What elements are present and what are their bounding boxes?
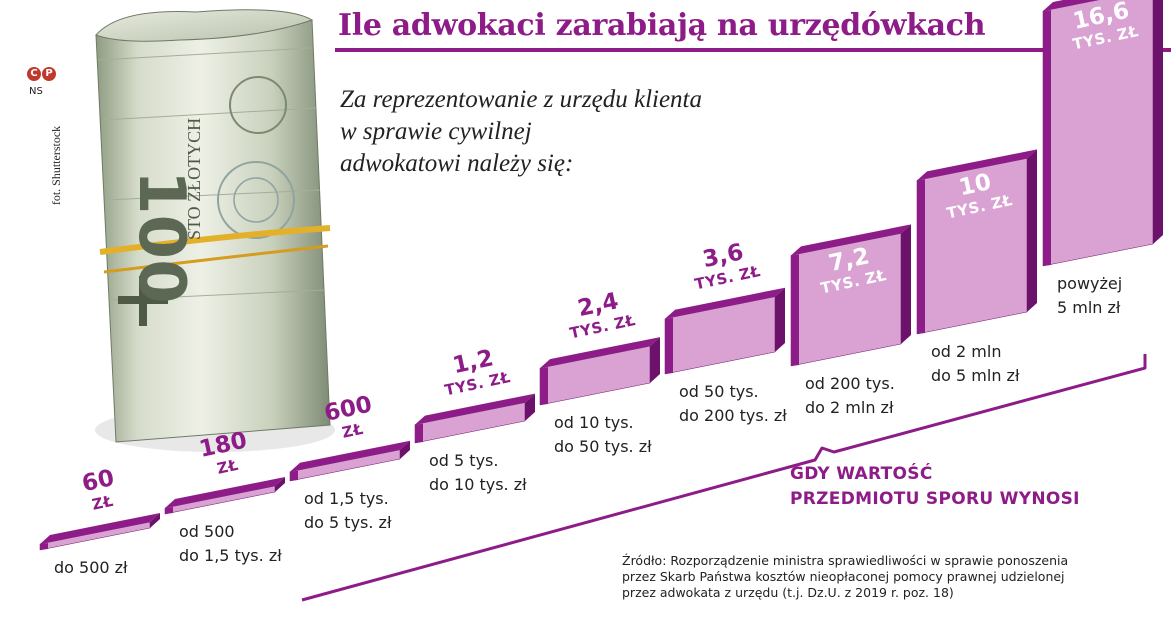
axis-line bbox=[301, 354, 1147, 602]
banknote-text: STO ZŁOTYCH bbox=[184, 118, 204, 240]
category-label: od 2 mln do 5 mln zł bbox=[931, 340, 1020, 388]
category-label: od 10 tys. do 50 tys. zł bbox=[554, 411, 652, 459]
subtitle-line: adwokatowi należy się: bbox=[340, 150, 574, 177]
bar-top bbox=[540, 337, 660, 369]
subtitle: Za reprezentowanie z urzędu klienta w sp… bbox=[340, 84, 860, 180]
source-line: Źródło: Rozporządzenie ministra sprawied… bbox=[622, 553, 1069, 568]
category-label-line: do 5 mln zł bbox=[931, 366, 1020, 385]
category-label-line: od 5 tys. bbox=[429, 451, 499, 470]
bar-side bbox=[400, 440, 410, 459]
bar-top bbox=[917, 149, 1037, 181]
bar-side bbox=[901, 224, 911, 344]
bar-edge bbox=[290, 470, 298, 481]
bar-edge bbox=[165, 507, 173, 514]
bar-edge bbox=[40, 543, 48, 550]
axis-caption-line: GDY WARTOŚĆ bbox=[790, 464, 933, 484]
category-label-line: do 1,5 tys. zł bbox=[179, 546, 282, 565]
category-label-line: do 200 tys. zł bbox=[679, 406, 787, 425]
category-label-line: od 200 tys. bbox=[805, 374, 895, 393]
bar-edge bbox=[415, 423, 423, 443]
axis-caption-line: PRZEDMIOTU SPORU WYNOSI bbox=[790, 489, 1080, 509]
logo-code: NS bbox=[29, 86, 43, 97]
page-title: Ile adwokaci zarabiają na urzędówkach bbox=[338, 8, 986, 43]
category-label-line: do 500 zł bbox=[54, 558, 128, 577]
bar-edge bbox=[1043, 10, 1051, 266]
category-label-line: od 2 mln bbox=[931, 342, 1002, 361]
category-label-line: od 10 tys. bbox=[554, 413, 634, 432]
bar-top bbox=[165, 477, 285, 508]
bar-edge bbox=[540, 367, 548, 405]
copyright-icon: C bbox=[27, 67, 41, 81]
bar bbox=[664, 296, 776, 375]
bar-side bbox=[1027, 149, 1037, 312]
category-label: od 5 tys. do 10 tys. zł bbox=[429, 449, 527, 497]
source-line: przez Skarb Państwa kosztów nieopłaconej… bbox=[622, 569, 1065, 584]
subtitle-line: w sprawie cywilnej bbox=[340, 118, 532, 145]
bar-side bbox=[775, 287, 785, 352]
category-label-line: od 1,5 tys. bbox=[304, 489, 389, 508]
source-line: przez adwokata z urzędu (t.j. Dz.U. z 20… bbox=[622, 585, 954, 600]
bar-side bbox=[150, 513, 160, 528]
bar-edge bbox=[917, 179, 925, 334]
banknote-denomination: 100 bbox=[124, 170, 198, 304]
category-label-line: 5 mln zł bbox=[1057, 298, 1121, 317]
banknote-roll-image: 100 STO ZŁOTYCH bbox=[95, 9, 335, 452]
axis-caption: GDY WARTOŚĆ PRZEDMIOTU SPORU WYNOSI bbox=[790, 462, 1080, 512]
bar-side bbox=[275, 477, 285, 492]
bar-top bbox=[415, 393, 535, 425]
category-label: od 1,5 tys. do 5 tys. zł bbox=[304, 487, 392, 535]
title-underline bbox=[335, 48, 1171, 52]
bar-top bbox=[665, 287, 785, 319]
publisher-icon: P bbox=[42, 67, 56, 81]
bar-top bbox=[791, 224, 911, 256]
category-label-line: do 50 tys. zł bbox=[554, 437, 652, 456]
bar-side bbox=[525, 393, 535, 421]
bar-top bbox=[290, 440, 410, 472]
bar-side bbox=[650, 337, 660, 383]
category-label: do 500 zł bbox=[54, 556, 128, 580]
category-label-line: do 2 mln zł bbox=[805, 398, 894, 417]
category-label: powyżej 5 mln zł bbox=[1057, 272, 1122, 320]
publisher-logo: C P bbox=[27, 67, 56, 81]
bar-top bbox=[1043, 0, 1098, 11]
bar-edge bbox=[791, 254, 799, 366]
category-label-line: od 500 bbox=[179, 522, 235, 541]
bar-edge bbox=[665, 317, 673, 374]
category-label: od 50 tys. do 200 tys. zł bbox=[679, 380, 787, 428]
category-label: od 200 tys. do 2 mln zł bbox=[805, 372, 895, 420]
category-label-line: powyżej bbox=[1057, 274, 1123, 293]
source-note: Źródło: Rozporządzenie ministra sprawied… bbox=[622, 553, 1162, 601]
bar-top bbox=[40, 513, 160, 544]
bars-group bbox=[39, 0, 1163, 551]
category-label-line: do 5 tys. zł bbox=[304, 513, 392, 532]
category-label-line: od 50 tys. bbox=[679, 382, 759, 401]
photo-credit: fot. Shutterstock bbox=[49, 125, 64, 206]
category-label: od 500 do 1,5 tys. zł bbox=[179, 520, 282, 568]
category-label-line: do 10 tys. zł bbox=[429, 475, 527, 494]
bar-side bbox=[1153, 0, 1163, 244]
subtitle-line: Za reprezentowanie z urzędu klienta bbox=[340, 86, 702, 113]
